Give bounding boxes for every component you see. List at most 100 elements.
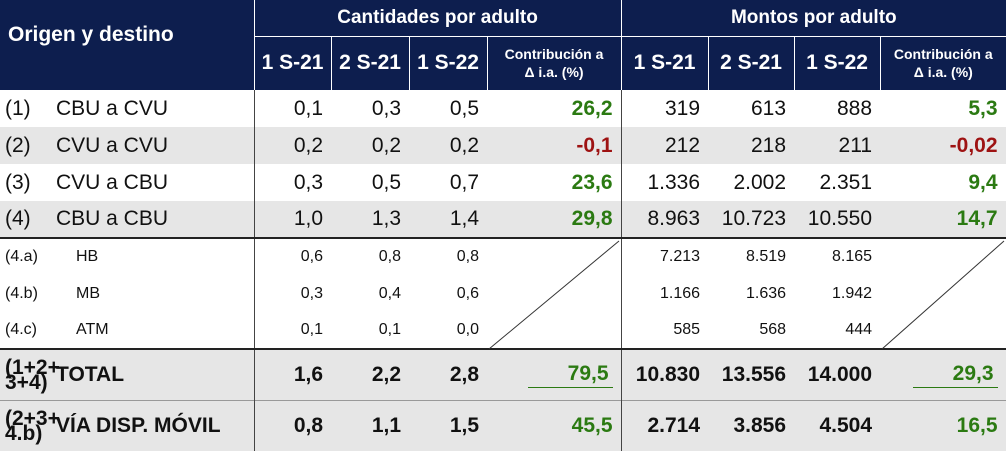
q-value: 0,5: [449, 96, 480, 120]
q-value: 0,8: [253, 399, 332, 451]
diagonal-line: [881, 240, 1005, 350]
row-code: (3): [5, 170, 31, 194]
table-row: (4) CBU a CBU 1,0 1,3 1,4 29,8 8.963 10.…: [0, 201, 1006, 238]
q-value: 0,3: [253, 164, 332, 201]
q-value: 1,3: [331, 201, 410, 238]
table-row: (4.b) MB 0,3 0,4 0,6 1.166 1.636 1.942: [0, 275, 1006, 312]
table-row: (1) CBU a CVU 0,1 0,3 0,5 26,2 319 613 8…: [0, 90, 1006, 127]
m-value: 10.723: [708, 201, 795, 238]
m-value: 585: [620, 312, 709, 349]
row-name: CVU a CVU: [56, 127, 255, 164]
q-value: 2,8: [409, 348, 488, 400]
q-value: 0,8: [331, 237, 410, 275]
m-value: 218: [708, 127, 795, 164]
q-value: 1,6: [253, 348, 332, 400]
q-contrib-value: -0,1: [487, 127, 622, 164]
m-value: 1.336: [620, 164, 709, 201]
table-row: (2) CVU a CVU 0,2 0,2 0,2 -0,1 212 218 2…: [0, 127, 1006, 164]
row-name: CBU a CVU: [56, 96, 169, 120]
row-code: (4.a): [0, 237, 56, 275]
m-contrib-empty-cell: [880, 237, 1006, 350]
row-name: TOTAL: [56, 348, 255, 400]
m-value: 2.351: [819, 170, 873, 194]
q-value: 0,3: [371, 96, 402, 120]
q-value: 0,4: [378, 284, 402, 302]
m-value: 2.002: [733, 170, 787, 194]
m-value: 888: [836, 96, 873, 120]
m-contrib-value: 5,3: [880, 90, 1006, 127]
row-code: (1+2+ 3+4): [0, 348, 60, 400]
q-value: 0,2: [331, 127, 410, 164]
table-row: (3) CVU a CBU 0,3 0,5 0,7 23,6 1.336 2.0…: [0, 164, 1006, 201]
row-code: (4.b): [5, 284, 38, 302]
q-value: 0,1: [253, 312, 332, 349]
q-value: 1,5: [409, 399, 488, 451]
q-value: 0,6: [253, 237, 332, 275]
m-period-2-header: 2 S-21: [707, 35, 795, 90]
table-row: (4.a) HB 0,6 0,8 0,8 7.213 8.519 8.165: [0, 237, 1006, 350]
q-value: 0,8: [409, 237, 488, 275]
row-code: (2+3+ 4.b): [0, 399, 60, 451]
q-period-1-header: 1 S-21: [253, 35, 332, 90]
m-value: 568: [759, 321, 787, 338]
q-period-3-header: 1 S-22: [408, 35, 488, 90]
total-row: (1+2+ 3+4) TOTAL 1,6 2,2 2,8 79,5 10.830 …: [0, 348, 1006, 400]
quantities-group-header: Cantidades por adulto: [253, 0, 622, 36]
m-contrib-value: 29,3: [880, 348, 1006, 400]
row-name: MB: [76, 284, 100, 302]
m-value: 1.636: [745, 284, 787, 302]
row-name: CBU a CBU: [56, 201, 255, 238]
q-value: 0,0: [456, 321, 480, 338]
m-value: 14.000: [794, 348, 881, 400]
m-value: 10.550: [794, 201, 881, 238]
q-value: 0,6: [456, 284, 480, 302]
m-value: 10.830: [620, 348, 709, 400]
m-value: 8.519: [708, 237, 795, 275]
q-period-2-header: 2 S-21: [330, 35, 410, 90]
q-contrib-empty-cell: [487, 237, 622, 350]
m-value: 444: [845, 321, 873, 338]
q-value: 2,2: [331, 348, 410, 400]
diagonal-line: [488, 240, 620, 350]
m-value: 4.504: [794, 399, 881, 451]
m-period-1-header: 1 S-21: [620, 35, 709, 90]
m-contrib-value: -0,02: [880, 127, 1006, 164]
m-value: 319: [620, 90, 709, 127]
m-value: 1.166: [620, 275, 709, 312]
q-value: 0,2: [409, 127, 488, 164]
q-contrib-value: 79,5: [487, 348, 622, 400]
m-contrib-value: 14,7: [880, 201, 1006, 238]
m-value: 211: [794, 127, 881, 164]
q-value: 0,3: [253, 275, 332, 312]
m-value: 2.714: [620, 399, 709, 451]
m-value: 1.942: [831, 284, 873, 302]
q-contrib-value: 45,5: [487, 399, 622, 451]
q-contrib-value: 26,2: [571, 96, 613, 120]
m-value: 613: [750, 96, 787, 120]
total-row: (2+3+ 4.b) VÍA DISP. MÓVIL 0,8 1,1 1,5 45…: [0, 399, 1006, 451]
q-value: 1,0: [253, 201, 332, 238]
row-name: ATM: [76, 321, 109, 338]
q-value: 1,1: [331, 399, 410, 451]
m-period-3-header: 1 S-22: [793, 35, 881, 90]
row-code: (4): [0, 201, 56, 238]
q-contrib-value: 29,8: [487, 201, 622, 238]
m-contrib-value: 9,4: [880, 164, 1006, 201]
m-value: 13.556: [708, 348, 795, 400]
row-code: (2): [0, 127, 56, 164]
m-contrib-value: 16,5: [880, 399, 1006, 451]
row-name: CVU a CBU: [56, 170, 169, 194]
m-value: 8.165: [794, 237, 881, 275]
q-value: 0,1: [378, 321, 402, 338]
row-code: (1): [5, 96, 31, 120]
q-value: 1,4: [409, 201, 488, 238]
amounts-group-header: Montos por adulto: [620, 0, 1006, 36]
q-value: 0,1: [253, 90, 332, 127]
m-value: 3.856: [708, 399, 795, 451]
q-value: 0,5: [371, 170, 402, 194]
m-value: 8.963: [620, 201, 709, 238]
m-value: 212: [620, 127, 709, 164]
